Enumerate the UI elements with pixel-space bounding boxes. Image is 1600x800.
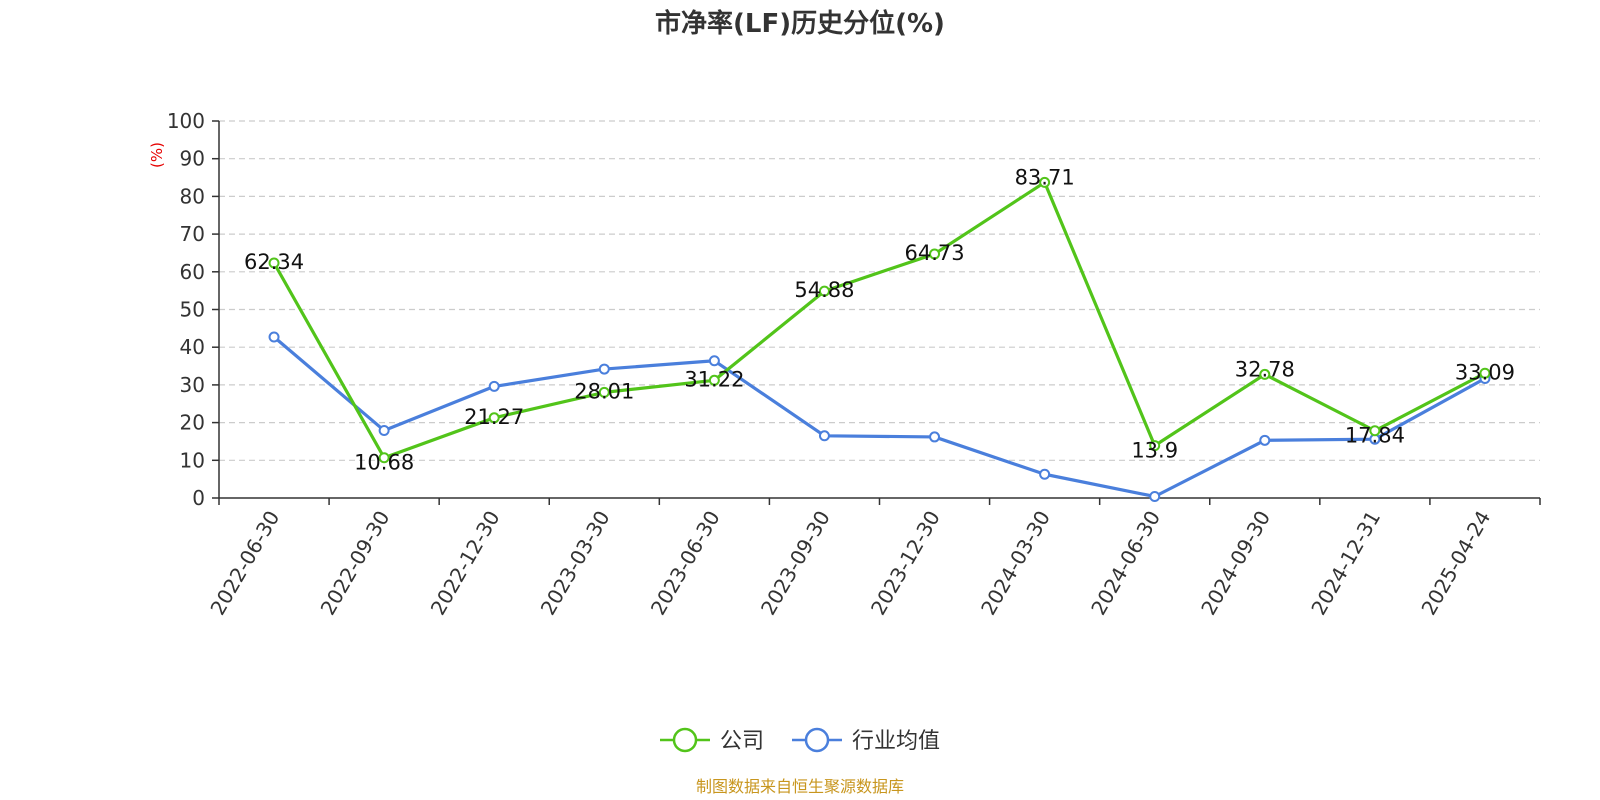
series-company <box>268 176 1491 464</box>
x-tick-label: 2025-04-24 <box>1416 507 1495 620</box>
data-point <box>708 355 720 367</box>
data-point <box>598 386 610 398</box>
y-tick-label: 90 <box>180 147 205 171</box>
chart-title: 市净率(LF)历史分位(%) <box>655 8 945 39</box>
y-tick-label: 40 <box>180 335 205 359</box>
series-industry-avg <box>268 331 1491 502</box>
source-note: 制图数据来自恒生聚源数据库 <box>696 777 904 796</box>
data-point <box>929 431 941 443</box>
series-line <box>272 180 1486 460</box>
data-point <box>818 430 830 442</box>
data-label: 13.9 <box>1131 439 1178 463</box>
legend-marker <box>672 727 698 753</box>
data-point <box>1149 440 1161 452</box>
data-point <box>1259 368 1271 380</box>
data-point <box>1479 367 1491 379</box>
x-tick-label: 2023-06-30 <box>646 507 725 620</box>
data-point <box>378 425 390 437</box>
data-label: 64.73 <box>904 241 964 265</box>
data-point <box>268 257 280 269</box>
data-point <box>1259 434 1271 446</box>
data-point <box>598 363 610 375</box>
x-tick-label: 2024-03-30 <box>976 507 1055 620</box>
data-label: 62.34 <box>244 250 304 274</box>
x-tick-label: 2024-06-30 <box>1086 507 1165 620</box>
axes: 0 10 20 30 40 50 60 70 80 90 100 2022-06-30 2022-09-… <box>167 109 1541 620</box>
legend-label: 公司 <box>720 729 764 754</box>
data-label: 28.01 <box>574 379 634 403</box>
data-label: 10.68 <box>354 451 414 475</box>
data-point <box>1369 425 1381 437</box>
legend-item-industry-avg[interactable]: 行业均值 <box>792 727 940 754</box>
data-label: 21.27 <box>464 405 524 429</box>
data-point <box>488 412 500 424</box>
x-tick-label: 2022-12-30 <box>426 507 505 620</box>
y-tick-label: 70 <box>180 222 205 246</box>
y-tick-label: 10 <box>180 448 205 472</box>
legend-marker <box>804 727 830 753</box>
data-label: 31.22 <box>684 367 744 391</box>
data-label: 32.78 <box>1235 357 1295 381</box>
legend-label: 行业均值 <box>852 729 940 754</box>
x-tick-label: 2022-09-30 <box>316 507 395 620</box>
data-point <box>268 331 280 343</box>
data-label: 17.84 <box>1345 424 1405 448</box>
legend[interactable]: 公司 行业均值 <box>660 727 940 754</box>
x-tick-label: 2024-09-30 <box>1196 507 1275 620</box>
y-tick-label: 0 <box>192 486 205 510</box>
y-tick-label: 30 <box>180 373 205 397</box>
data-point <box>488 380 500 392</box>
x-tick-label: 2022-06-30 <box>205 507 284 620</box>
y-tick-label: 60 <box>180 260 205 284</box>
data-point <box>708 374 720 386</box>
y-axis-unit-label: (%) <box>148 142 166 168</box>
data-labels: 62.34 10.68 21.27 28.01 31.22 54.88 64.73 83.71… <box>244 165 1515 474</box>
series-layer <box>268 176 1491 502</box>
data-point <box>929 248 941 260</box>
data-label: 83.71 <box>1015 165 1075 189</box>
grid-lines <box>219 120 1540 461</box>
y-tick-label: 50 <box>180 298 205 322</box>
data-point <box>1039 468 1051 480</box>
data-point <box>818 285 830 297</box>
x-tick-label: 2023-12-30 <box>866 507 945 620</box>
data-label: 33.09 <box>1455 360 1515 384</box>
y-tick-label: 100 <box>167 109 205 133</box>
x-tick-label: 2023-09-30 <box>756 507 835 620</box>
data-label: 54.88 <box>794 278 854 302</box>
data-point <box>1149 490 1161 502</box>
y-tick-label: 20 <box>180 411 205 435</box>
data-point <box>378 452 390 464</box>
data-point <box>1039 176 1051 188</box>
x-tick-label: 2024-12-31 <box>1306 507 1385 620</box>
y-tick-label: 80 <box>180 184 205 208</box>
legend-item-company[interactable]: 公司 <box>660 727 764 754</box>
series-line <box>273 335 1486 499</box>
x-tick-label: 2023-03-30 <box>536 507 615 620</box>
